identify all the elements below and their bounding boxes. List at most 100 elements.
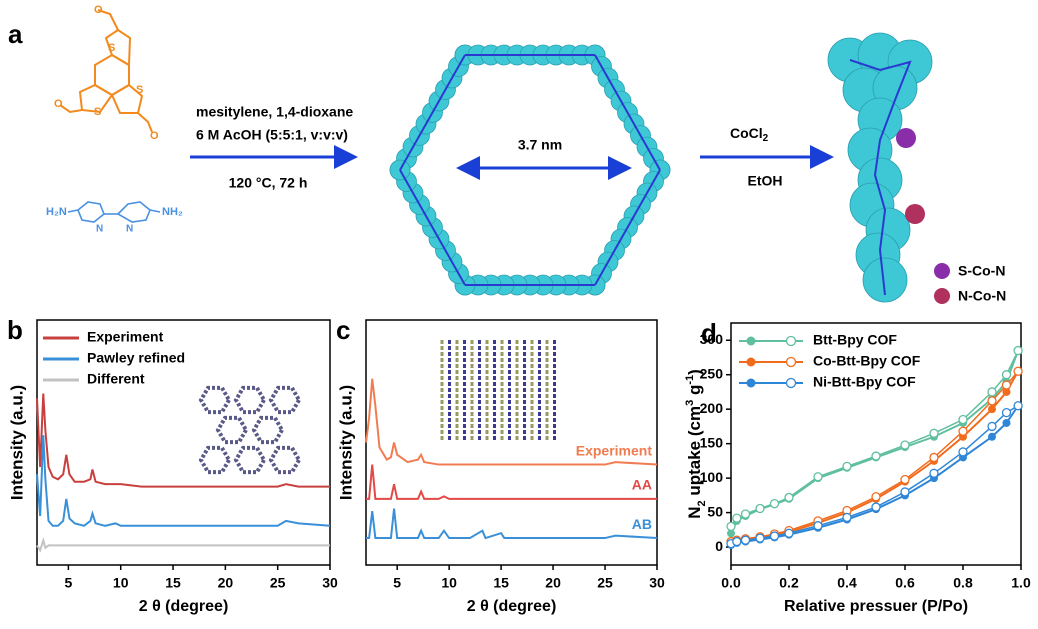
adsorption-point (1002, 418, 1011, 427)
desorption-point (1001, 407, 1012, 418)
desorption-point (1013, 366, 1023, 376)
desorption-point (813, 472, 823, 482)
y-axis-label: N2 uptake (cm3 g-1) (684, 369, 708, 519)
atom: O (54, 98, 63, 110)
series-label: AA (632, 477, 652, 493)
atom-sphere (862, 257, 908, 303)
y-label-part: N (685, 507, 704, 519)
adsorption-point (727, 529, 735, 538)
desorption-point (842, 461, 852, 472)
legend-marker (785, 356, 797, 368)
x-tick-label: 5 (393, 575, 401, 591)
legend-text: N-Co-N (958, 288, 1006, 304)
y-tick-label: 150 (700, 434, 724, 450)
legend-sphere (934, 263, 950, 279)
x-tick-label: 10 (113, 575, 129, 591)
series-label: AB (632, 516, 652, 532)
desorption-point (732, 536, 742, 547)
stacking-inset (440, 340, 556, 442)
desorption-point (929, 452, 939, 463)
pore (198, 445, 232, 475)
legend-sphere (934, 288, 950, 304)
y-tick-label: 100 (700, 469, 724, 485)
x-axis-label: Relative pressuer (P/Po) (784, 598, 968, 615)
legend-text: Btt-Bpy COF (813, 332, 897, 348)
desorption-point (929, 428, 939, 438)
pore (215, 415, 249, 445)
desorption-point (958, 447, 968, 457)
x-tick-label: 20 (218, 575, 234, 591)
desorption-point (1013, 401, 1023, 411)
desorption-point (929, 468, 939, 478)
series-line (366, 464, 657, 500)
series-line (36, 435, 331, 527)
pore-size: 3.7 nm (518, 137, 562, 153)
x-tick-label: 15 (493, 575, 509, 591)
x-tick-label: 0.6 (895, 575, 915, 591)
adsorption-point (988, 405, 996, 414)
desorption-point (1013, 345, 1023, 356)
co-sphere (905, 204, 925, 224)
y-tick-label: 200 (700, 400, 724, 416)
pore (268, 385, 302, 415)
desorption-point (842, 512, 852, 523)
atom: O (150, 130, 159, 142)
desorption-point (813, 521, 823, 531)
y-label-part: uptake (cm (685, 406, 704, 500)
x-tick-label: 5 (64, 575, 72, 591)
desorption-point (1001, 380, 1012, 390)
x-tick-label: 0.0 (721, 575, 741, 591)
desorption-point (755, 533, 765, 543)
legend-text: Ni-Btt-Bpy COF (813, 374, 916, 390)
condition: 120 °C, 72 h (229, 175, 308, 191)
desorption-point (958, 426, 968, 436)
x-tick-label: 25 (270, 575, 286, 591)
y-label-part: 2 (696, 500, 708, 506)
bond (399, 54, 466, 171)
bond (399, 169, 466, 286)
legend-text: S-Co-N (958, 263, 1005, 279)
series-line (366, 508, 658, 540)
panel-a: a O O O S S S H₂N NH₂ N N (8, 4, 1006, 304)
y-label-part: -1 (684, 375, 696, 385)
desorption-point (769, 531, 780, 541)
desorption-point (987, 387, 997, 397)
desorption-point (958, 414, 968, 425)
adsorption-point (988, 432, 996, 441)
desorption-point (769, 498, 780, 509)
bond (594, 169, 661, 286)
legend-marker (785, 335, 797, 347)
solvent: EtOH (748, 173, 783, 189)
x-axis-label: 2 θ (degree) (139, 598, 229, 615)
x-tick-label: 10 (441, 575, 457, 591)
atom: N (126, 224, 133, 235)
pore (233, 445, 267, 475)
series-label: Experiment (576, 442, 653, 458)
pore (233, 385, 267, 415)
reagent-text: CoCl (730, 125, 763, 141)
desorption-point (900, 474, 910, 485)
atom: S (94, 106, 101, 118)
amine-structure (67, 201, 161, 223)
y-label-part: 3 (684, 400, 696, 406)
bond (849, 59, 912, 296)
desorption-point (987, 421, 997, 432)
desorption-point (740, 535, 751, 545)
x-tick-label: 0.4 (837, 575, 857, 591)
panel-label: d (701, 318, 717, 348)
legend-text: Co-Btt-Bpy COF (813, 353, 921, 369)
desorption-point (755, 503, 765, 514)
legend-marker (746, 357, 756, 367)
x-tick-label: 1.0 (1011, 575, 1031, 591)
y-tick-label: 300 (700, 331, 724, 347)
atom: O (94, 4, 103, 16)
y-axis-label: Intensity (a.u.) (336, 385, 355, 500)
x-tick-label: 0.2 (779, 575, 799, 591)
atom: NH₂ (162, 206, 183, 218)
x-tick-label: 0.8 (953, 575, 973, 591)
honeycomb-inset (198, 385, 302, 475)
x-tick-label: 15 (165, 575, 181, 591)
panel-label: a (8, 19, 23, 49)
desorption-point (871, 502, 881, 512)
y-tick-label: 250 (700, 365, 724, 381)
